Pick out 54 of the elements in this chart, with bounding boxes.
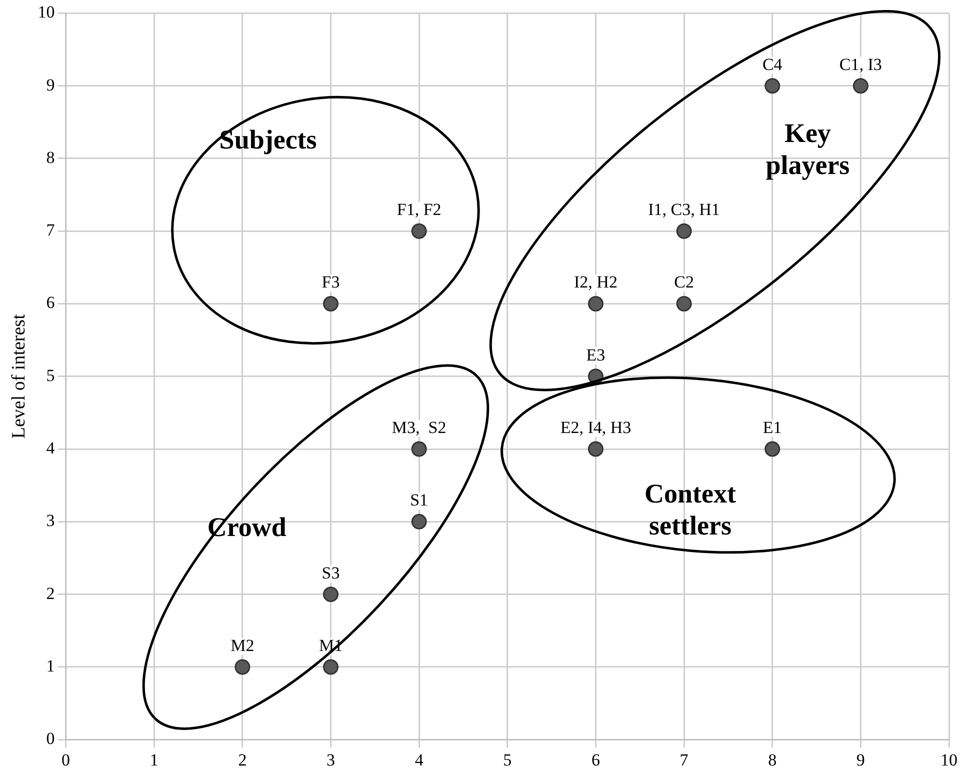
data-label: C1, I3 [839,54,882,74]
data-label: I2, H2 [574,272,618,292]
x-tick-label: 9 [856,750,865,770]
y-tick-label: 7 [46,220,56,240]
data-label: I1, C3, H1 [648,200,720,220]
data-label: F1, F2 [396,200,442,220]
data-label: C2 [674,272,694,292]
data-label: S3 [322,563,340,582]
data-label: E3 [586,345,606,364]
point [764,441,780,457]
point [588,441,604,457]
point [234,659,250,675]
x-tick-label: 6 [591,750,600,770]
data-label: F3 [322,272,340,292]
data-label: C4 [762,54,783,74]
y-tick-label: 1 [46,656,55,676]
point [852,78,868,94]
y-tick-label: 2 [46,584,55,603]
y-tick-label: 6 [46,293,55,312]
data-label: E1 [762,418,782,438]
point [323,586,339,602]
y-tick-label: 4 [46,438,56,458]
point [411,441,427,457]
data-label: M3, S2 [392,418,446,438]
data-label: M2 [230,636,254,655]
x-tick-label: 10 [940,750,958,770]
point [411,514,427,530]
x-tick-label: 0 [62,750,70,770]
y-tick-label: 0 [46,729,55,748]
y-tick-label: 5 [46,366,55,385]
x-tick-label: 7 [680,750,689,770]
annotation: Context settlers [644,478,736,540]
y-tick-label: 8 [46,148,55,167]
x-tick-label: 2 [238,750,247,770]
y-tick-label: 3 [46,511,55,530]
y-tick-label: 10 [38,2,55,22]
point [411,223,427,239]
x-tick-label: 3 [326,750,336,770]
point [588,296,604,312]
x-tick-label: 5 [503,750,512,770]
data-label: E2, I4, H3 [560,418,632,438]
annotation: Subjects [219,124,317,155]
point [323,296,339,312]
x-tick-label: 1 [150,750,158,770]
x-tick-label: 4 [414,750,424,770]
y-tick-label: 9 [46,75,55,94]
point [764,78,780,94]
point [323,659,339,675]
x-tick-label: 8 [768,750,777,770]
point [676,296,692,312]
annotation: Key players [766,118,850,180]
data-label: S1 [410,490,428,510]
y-axis-title: Level of interest [8,313,30,439]
point [676,223,692,239]
